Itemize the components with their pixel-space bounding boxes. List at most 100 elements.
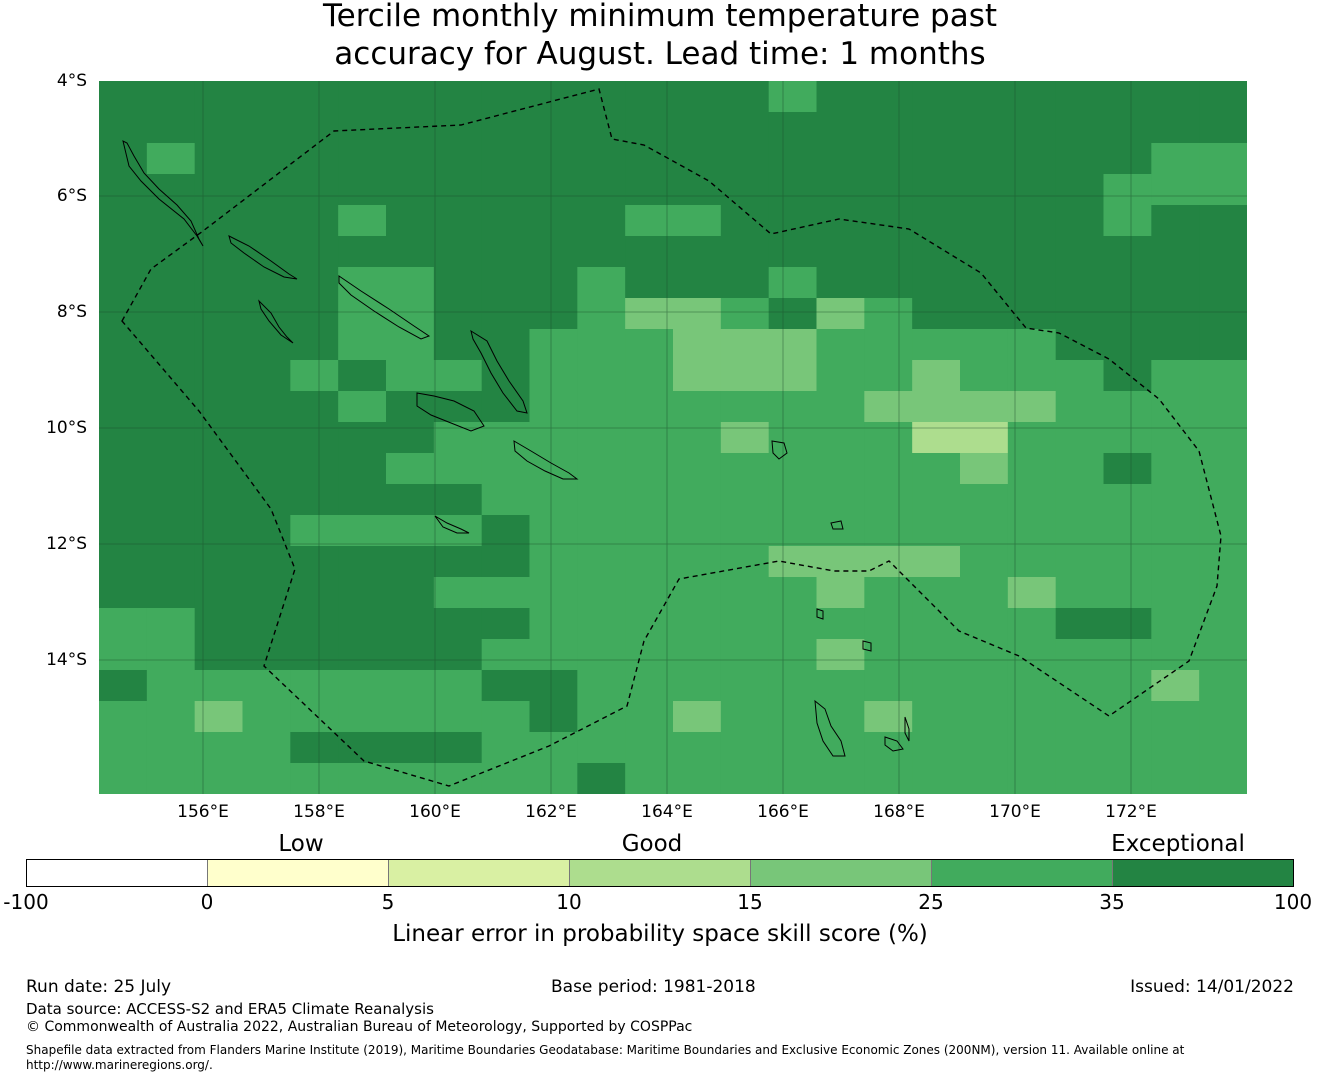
grid-cell [290,484,339,516]
grid-cell [194,174,243,206]
grid-cell [194,670,243,702]
grid-cell [386,422,435,454]
grid-cell [768,267,817,299]
grid-cell [290,267,339,299]
grid-cell [99,422,148,454]
grid-cell [673,732,722,764]
grid-cell [433,81,483,113]
grid-cell [720,422,770,454]
grid-cell [864,205,913,237]
grid-cell [577,453,626,485]
grid-cell [290,732,339,764]
grid-cell [386,763,435,794]
grid-cell [99,174,148,206]
grid-cell [625,236,674,268]
grid-cell [290,112,339,144]
grid-cell [1151,205,1200,237]
grid-cell [960,639,1009,671]
grid-cell [1007,732,1057,764]
grid-cell [146,515,196,547]
grid-cell [625,81,674,113]
grid-cell [673,422,722,454]
grid-cell [912,236,961,268]
grid-cell [481,81,530,113]
grid-cell [386,298,435,330]
grid-cell [433,546,483,578]
grid-cell [577,360,626,392]
grid-cell [290,205,339,237]
grid-cell [290,453,339,485]
grid-cell [481,174,530,206]
grid-cell [864,267,913,299]
espiritu-santo-island [814,699,846,757]
grid-cell [290,670,339,702]
grid-cell [194,763,243,794]
grid-cell [1199,236,1247,268]
lat-label-12s: 12°S [46,534,87,554]
grid-cell [290,143,339,175]
grid-cell [577,701,626,733]
grid-cell [481,701,530,733]
colorbar-category-low: Low [278,831,324,857]
grid-cell [1199,670,1247,702]
grid-cell [1055,236,1104,268]
grid-cell [386,81,435,113]
grid-cell [1055,174,1104,206]
grid-cell [386,546,435,578]
grid-cell [338,639,387,671]
grid-cell [433,360,483,392]
grid-cell [625,329,674,361]
grid-cell [386,484,435,516]
grid-cell [242,453,291,485]
grid-cell [338,391,387,423]
grid-cell [625,112,674,144]
grid-cell [529,484,578,516]
grid-cell [960,143,1009,175]
grid-cell [290,174,339,206]
grid-cell [386,515,435,547]
grid-cell [673,484,722,516]
grid-cell [816,422,865,454]
grid-cell [912,329,961,361]
grid-cell [1007,701,1057,733]
grid-cell [433,670,483,702]
grid-cell [625,484,674,516]
grid-cell [768,112,817,144]
grid-cell [720,112,770,144]
grid-cell [99,453,148,485]
grid-cell [433,298,483,330]
grid-cell [625,422,674,454]
grid-cell [1007,608,1057,640]
grid-cell [194,577,243,609]
grid-cell [1199,112,1247,144]
grid-cell [912,81,961,113]
coastlines [122,140,910,757]
grid-cell [146,267,196,299]
grid-cell [816,577,865,609]
grid-cell [673,515,722,547]
grid-cell [481,143,530,175]
grid-cell [720,205,770,237]
grid-cell [960,236,1009,268]
grid-cell [386,670,435,702]
grid-cell [146,174,196,206]
grid-cell [146,546,196,578]
grid-cell [960,515,1009,547]
grid-cell [816,515,865,547]
grid-cell [1103,484,1152,516]
base-period: Base period: 1981-2018 [551,977,756,997]
grid-cell [577,174,626,206]
grid-cell [864,639,913,671]
grid-cell [768,81,817,113]
eez-boundary [121,88,1222,787]
grid-cell [1007,143,1057,175]
lon-label-172e: 172°E [1105,802,1157,822]
grid-cell [194,639,243,671]
grid-cell [1199,732,1247,764]
grid-cell [242,174,291,206]
grid-cell [912,701,961,733]
grid-cell [433,205,483,237]
grid-cell [912,670,961,702]
colorbar-tick-10: 10 [556,890,582,914]
grid-cell [1151,608,1200,640]
